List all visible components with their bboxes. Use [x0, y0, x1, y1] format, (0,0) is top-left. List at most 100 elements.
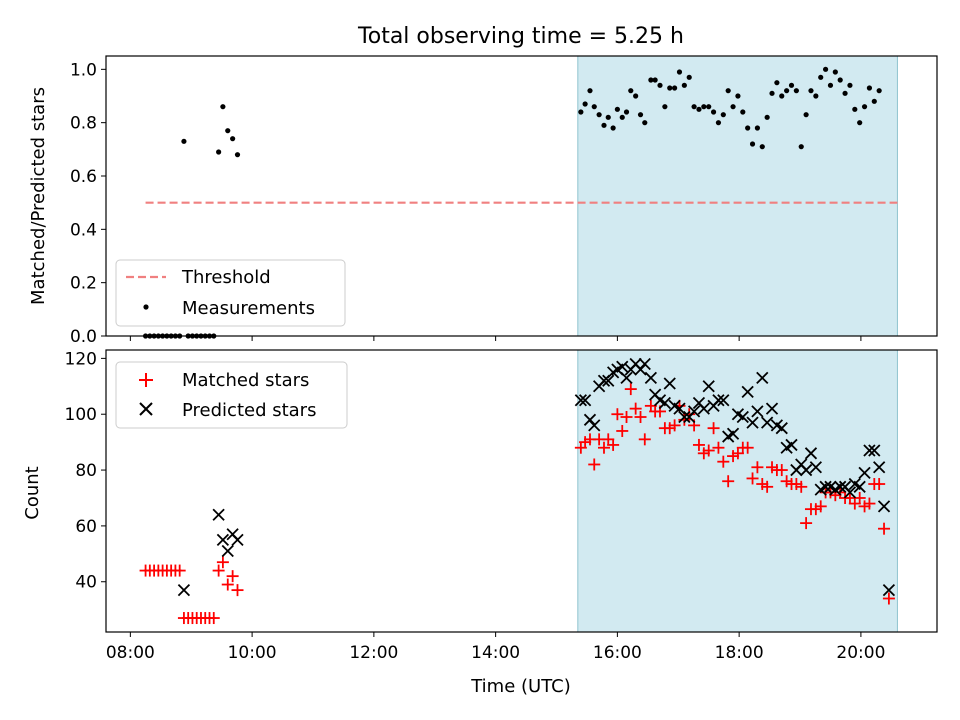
measurement-point [691, 104, 697, 110]
x-tick-label: 18:00 [715, 643, 764, 663]
predicted-star-point [741, 385, 754, 399]
y-tick-label: 0.8 [70, 114, 97, 134]
matched-star-point [712, 441, 725, 454]
predicted-star-point [216, 533, 230, 546]
matched-star-point [853, 491, 866, 504]
measurement-points [142, 66, 882, 339]
measurement-point [759, 144, 765, 150]
measurement-point [578, 109, 584, 115]
predicted-star-point [620, 371, 633, 385]
matched-star-point [722, 475, 735, 488]
matched-star-point [761, 480, 774, 493]
measurement-point [842, 90, 848, 96]
observing-window-shade-top [577, 55, 898, 337]
measurement-point [676, 69, 683, 75]
predicted-star-point [858, 466, 871, 479]
predicted-star-point [761, 416, 774, 429]
measurement-point [861, 104, 868, 110]
matched-star-point [616, 424, 629, 437]
ratio-panel-frame [105, 55, 938, 337]
count-x-ticks: 08:00 10:00 12:00 14:00 16:00 18:00 20:00 [106, 632, 885, 663]
matched-star-point [597, 441, 610, 454]
measurement-point [730, 104, 736, 110]
predicted-star-point [843, 486, 857, 499]
matched-star-point [746, 472, 759, 485]
measurement-point [220, 104, 226, 110]
measurement-point [818, 74, 824, 80]
measurement-point [764, 114, 770, 120]
predicted-star-point [809, 461, 822, 474]
matched-star-point [634, 411, 647, 424]
measurement-point [619, 114, 625, 120]
predicted-star-point [868, 444, 881, 457]
measurement-point [866, 85, 873, 91]
measurement-point [779, 93, 785, 99]
predicted-star-point [687, 405, 701, 418]
y-tick-label: 40 [75, 573, 97, 593]
measurement-point [648, 77, 654, 83]
predicted-star-point [756, 371, 769, 385]
measurement-point [788, 82, 795, 88]
matched-star-point [638, 433, 651, 446]
measurement-point [596, 112, 602, 118]
measurement-point [740, 109, 746, 115]
matched-star-point [800, 517, 813, 530]
legend-predicted-swatch [139, 402, 153, 416]
measurement-point [657, 82, 663, 88]
measurement-point [745, 125, 751, 131]
predicted-star-point [678, 410, 691, 424]
x-tick-label: 14:00 [471, 643, 520, 663]
matched-star-point [863, 497, 876, 510]
y-tick-label: 0.6 [70, 167, 97, 187]
ratio-y-axis-label: Matched/Predicted stars [28, 87, 49, 305]
ratio-y-ticks: 0.0 0.2 0.4 0.6 0.8 1.0 [70, 60, 106, 347]
matched-star-point [814, 500, 827, 513]
matched-star-point [216, 556, 229, 569]
measurement-point [587, 88, 593, 94]
measurement-point [230, 136, 236, 142]
y-tick-label: 80 [75, 461, 97, 481]
matched-star-point [173, 564, 186, 577]
x-tick-label: 20:00 [836, 643, 885, 663]
measurement-point [847, 82, 853, 88]
measurement-point [720, 112, 726, 118]
matched-star-point [878, 522, 891, 535]
matched-star-point [611, 408, 624, 421]
measurement-point [234, 152, 241, 158]
y-tick-label: 0.0 [70, 327, 97, 347]
predicted-star-point [746, 416, 759, 429]
legend-measurements-swatch [143, 304, 149, 310]
matched-star-point [588, 458, 601, 471]
count-legend: Matched stars Predicted stars [115, 361, 348, 429]
matched-star-point [882, 592, 895, 605]
predicted-star-point [736, 410, 749, 424]
measurement-point [876, 88, 882, 94]
measurement-point [623, 109, 630, 115]
matched-star-point [221, 578, 234, 591]
predicted-star-point [583, 413, 597, 426]
observing-window-top [577, 55, 898, 337]
measurement-point [769, 90, 775, 96]
y-tick-label: 0.2 [70, 274, 97, 294]
predicted-star-point [602, 374, 615, 387]
measurement-point [808, 88, 814, 94]
measurement-point [827, 82, 834, 88]
x-tick-label: 16:00 [593, 643, 642, 663]
matched-star-point [741, 441, 754, 454]
matched-star-point [629, 402, 642, 415]
predicted-star-point [804, 447, 818, 460]
predicted-star-point [574, 394, 587, 407]
measurement-point [793, 88, 799, 94]
measurement-point [715, 120, 722, 126]
measurement-point [871, 98, 877, 104]
measurement-point [667, 85, 673, 91]
predicted-star-point [775, 422, 788, 435]
matched-star-point [226, 570, 239, 583]
y-tick-label: 120 [65, 349, 97, 369]
x-axis-label: Time (UTC) [470, 676, 571, 697]
matched-star-point [607, 438, 620, 451]
legend-measurements-label: Measurements [182, 298, 315, 319]
measurement-point [813, 93, 819, 99]
measurement-point [681, 82, 687, 88]
